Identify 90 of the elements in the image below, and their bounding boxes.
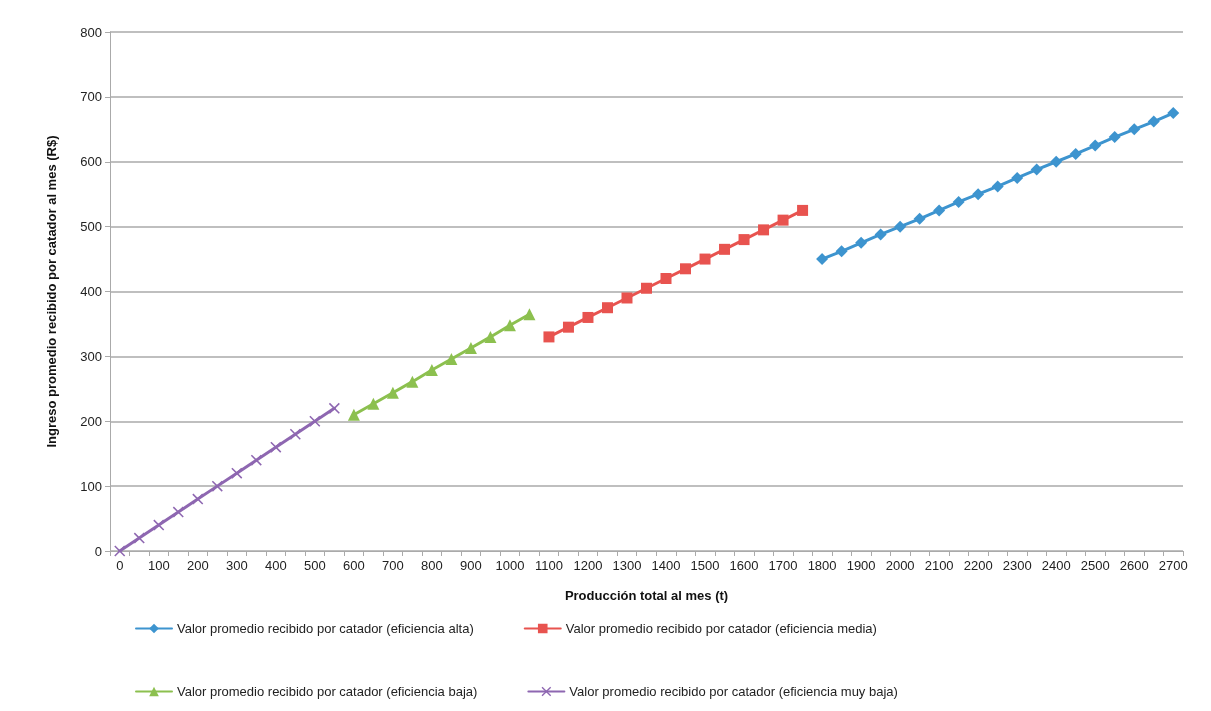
x-tick-label: 200: [186, 558, 209, 573]
x-tick-label: 2200: [963, 558, 993, 573]
y-tick-label: 200: [80, 413, 102, 429]
point: [601, 302, 613, 314]
x-tick-label: 2400: [1041, 558, 1071, 573]
y-tick-label: 800: [80, 24, 102, 40]
point: [952, 195, 965, 208]
point: [777, 214, 789, 226]
point: [445, 352, 458, 365]
x-tick-label: 1500: [690, 558, 720, 573]
legend-label: Valor promedio recibido por catador (eficiencia baja): [177, 684, 478, 699]
point: [1167, 107, 1180, 120]
point: [641, 282, 652, 294]
point: [1030, 163, 1043, 176]
y-tick-label: 500: [80, 219, 102, 235]
x-tick-label: 1200: [573, 558, 603, 573]
point: [270, 441, 282, 453]
x-tick-label: 2700: [1158, 558, 1188, 573]
point: [328, 402, 340, 414]
point: [406, 375, 419, 388]
point: [523, 308, 536, 321]
point: [386, 386, 399, 399]
x-tick-label: 1900: [846, 558, 876, 573]
point: [991, 180, 1004, 193]
legend-label: Valor promedio recibido por catador (eficiencia muy baja): [569, 684, 898, 699]
y-tick-label: 100: [80, 478, 102, 494]
point: [1128, 123, 1141, 136]
point: [835, 245, 848, 258]
x-tick-label: 2300: [1002, 558, 1032, 573]
point: [913, 212, 926, 225]
point: [347, 408, 360, 421]
x-tick-label: 1800: [807, 558, 837, 573]
point: [1147, 115, 1160, 128]
point: [1108, 131, 1121, 144]
point: [738, 234, 750, 246]
point: [894, 220, 907, 233]
point: [719, 243, 731, 255]
point: [484, 330, 497, 343]
point: [972, 188, 985, 201]
point: [543, 331, 555, 343]
x-tick-label: 2100: [924, 558, 954, 573]
x-tick-label: 1300: [612, 558, 642, 573]
point: [309, 415, 321, 427]
point: [699, 253, 711, 265]
x-tick-label: 900: [460, 558, 482, 573]
point: [874, 228, 887, 241]
point: [1089, 139, 1102, 152]
x-tick-label: 2000: [885, 558, 915, 573]
point: [816, 253, 829, 266]
x-tick-label: 0: [116, 558, 124, 573]
point: [855, 236, 868, 249]
x-tick-label: 800: [421, 558, 443, 573]
point: [425, 364, 438, 376]
y-tick-label: 0: [94, 543, 102, 559]
point: [231, 467, 243, 479]
y-tick-label: 400: [80, 284, 102, 299]
point: [933, 204, 946, 217]
legend-label: Valor promedio recibido por catador (eficiencia media): [565, 621, 877, 636]
y-tick-label: 600: [80, 154, 102, 170]
x-tick-label: 300: [225, 558, 248, 573]
x-tick-label: 400: [264, 558, 287, 573]
point: [680, 263, 692, 275]
point: [582, 311, 594, 323]
x-tick-label: 600: [343, 558, 365, 573]
x-tick-label: 1700: [768, 558, 798, 573]
point: [797, 204, 809, 216]
point: [758, 224, 770, 236]
point: [464, 341, 477, 354]
y-tick-label: 300: [80, 348, 102, 364]
point: [562, 321, 574, 333]
y-tick-label: 700: [80, 89, 102, 105]
legend-label: Valor promedio recibido por catador (eficiencia alta): [177, 621, 474, 636]
x-tick-label: 1400: [651, 558, 681, 573]
x-tick-label: 1600: [729, 558, 759, 573]
point: [503, 319, 516, 332]
point: [1069, 147, 1082, 160]
point: [1011, 171, 1024, 184]
x-tick-label: 1000: [495, 558, 525, 573]
point: [1050, 155, 1063, 168]
y-axis-title: Ingreso promedio recibido por catador al mes (R$): [44, 135, 59, 448]
x-tick-label: 500: [303, 558, 326, 573]
x-axis-title: Producción total al mes (t): [564, 588, 729, 603]
point: [660, 273, 672, 285]
x-tick-label: 100: [147, 558, 170, 573]
x-tick-label: 700: [382, 558, 404, 573]
x-tick-label: 1100: [534, 558, 563, 573]
point: [367, 397, 380, 410]
point: [621, 292, 633, 304]
x-tick-label: 2600: [1119, 558, 1149, 573]
x-tick-label: 2500: [1080, 558, 1110, 573]
